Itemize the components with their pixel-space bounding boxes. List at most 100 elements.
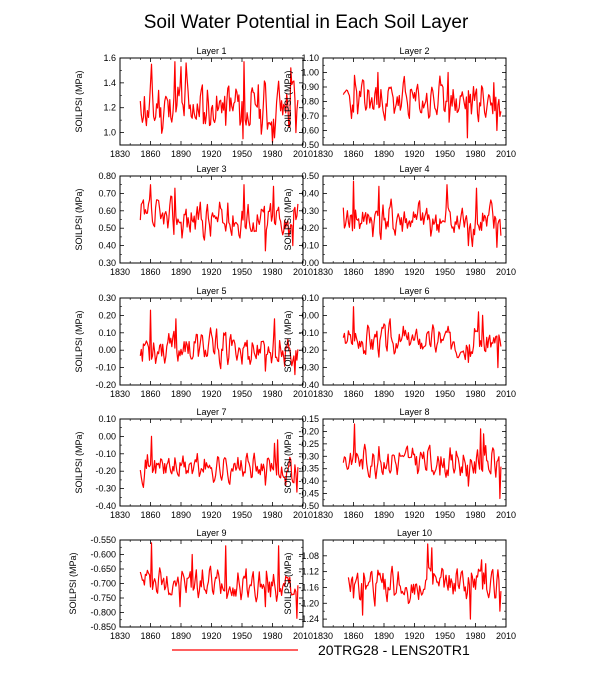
y-tick-label: 1.6: [103, 53, 116, 63]
panel-title: Layer 1: [196, 46, 226, 56]
y-tick-label: 1.4: [103, 78, 116, 88]
y-tick-label: -0.40: [95, 501, 116, 511]
y-tick-label: 0.70: [301, 111, 319, 121]
x-tick-label: 1980: [262, 267, 282, 277]
y-tick-label: -0.30: [95, 484, 116, 494]
y-tick-label: 1.0: [103, 128, 116, 138]
x-tick-label: 1860: [343, 389, 363, 399]
x-tick-label: 1890: [171, 631, 191, 641]
x-tick-label: 1950: [435, 389, 455, 399]
x-tick-label: 1980: [262, 631, 282, 641]
plot-frame: [322, 539, 507, 628]
x-tick-label: 1920: [404, 510, 424, 520]
y-tick-label: 0.30: [98, 258, 116, 268]
y-tick-label: 0.10: [98, 414, 116, 424]
y-tick-label: -0.20: [95, 466, 116, 476]
legend: 20TRG28 - LENS20TR1: [172, 642, 470, 658]
x-tick-label: 2010: [496, 510, 516, 520]
panel-layer-3: Layer 3 1830 1860 1890 1920 1950 1980 2010 0.30 0…: [74, 164, 313, 277]
y-tick-label: 0.00: [301, 310, 319, 320]
y-tick-label: 0.00: [301, 258, 319, 268]
y-tick-label: -1.24: [298, 614, 319, 624]
y-tick-label: -0.600: [90, 550, 116, 560]
y-tick-label: 0.50: [301, 140, 319, 150]
y-tick-label: 0.80: [301, 97, 319, 107]
y-axis-label: SOILPSI (MPa): [283, 70, 293, 132]
x-tick-label: 1920: [201, 631, 221, 641]
x-tick-label: 2010: [496, 389, 516, 399]
x-tick-label: 1890: [374, 631, 394, 641]
x-tick-label: 1890: [171, 389, 191, 399]
y-tick-label: -0.40: [298, 380, 319, 390]
y-tick-label: -1.20: [298, 598, 319, 608]
panel-layer-1: Layer 1 1830 1860 1890 1920 1950 1980 2010 1.0 1.…: [74, 46, 313, 159]
y-tick-label: -1.16: [298, 582, 319, 592]
panel-title: Layer 3: [196, 164, 226, 174]
x-tick-label: 1920: [404, 389, 424, 399]
panel-title: Layer 6: [399, 286, 429, 296]
panel-layer-9: Layer 9 1830 1860 1890 1920 1950 1980 2010 -0.85…: [68, 528, 313, 641]
x-tick-label: 1860: [140, 389, 160, 399]
x-tick-label: 1860: [140, 149, 160, 159]
y-tick-label: 1.10: [301, 53, 319, 63]
panel-title: Layer 8: [399, 407, 429, 417]
series-line-layer-6: [342, 306, 502, 369]
x-tick-label: 1980: [465, 510, 485, 520]
y-tick-label: 0.60: [301, 126, 319, 136]
x-tick-label: 1890: [171, 149, 191, 159]
x-tick-label: 1860: [140, 631, 160, 641]
y-tick-label: 0.50: [301, 171, 319, 181]
series-line-layer-5: [139, 309, 299, 376]
series-line-layer-1: [139, 61, 299, 144]
series-line-layer-3: [139, 184, 299, 252]
panel-title: Layer 2: [399, 46, 429, 56]
y-tick-label: 0.50: [98, 223, 116, 233]
x-tick-label: 1920: [404, 149, 424, 159]
y-axis-label: SOILPSI (MPa): [283, 310, 293, 372]
y-tick-label: 0.00: [98, 431, 116, 441]
y-tick-label: -0.800: [90, 608, 116, 618]
x-tick-label: 1890: [374, 267, 394, 277]
x-tick-label: 1980: [465, 389, 485, 399]
panel-layer-10: Layer 10 1830 1860 1890 1920 1950 1980 2010 -1.2…: [283, 528, 516, 641]
x-tick-label: 1980: [465, 631, 485, 641]
y-axis-label: SOILPSI (MPa): [283, 188, 293, 250]
y-tick-label: -0.40: [298, 476, 319, 486]
y-tick-label: -1.08: [298, 551, 319, 561]
x-tick-label: 1980: [262, 149, 282, 159]
x-tick-label: 1980: [262, 510, 282, 520]
y-tick-label: 0.30: [98, 293, 116, 303]
y-tick-label: -0.25: [298, 439, 319, 449]
panels: Layer 1 1830 1860 1890 1920 1950 1980 2010 1.0 1.…: [68, 46, 516, 641]
y-tick-label: 0.70: [98, 188, 116, 198]
x-tick-label: 2010: [293, 389, 313, 399]
series-line-layer-7: [139, 435, 299, 493]
x-tick-label: 1830: [110, 510, 130, 520]
x-tick-label: 2010: [293, 149, 313, 159]
x-tick-label: 1830: [110, 389, 130, 399]
y-tick-label: 0.30: [301, 206, 319, 216]
x-tick-label: 1920: [201, 267, 221, 277]
y-tick-label: -0.20: [95, 380, 116, 390]
figure-title: Soil Water Potential in Each Soil Layer: [144, 12, 469, 33]
y-axis-label: SOILPSI (MPa): [74, 70, 84, 132]
x-tick-label: 1920: [404, 631, 424, 641]
y-tick-label: 0.40: [98, 241, 116, 251]
y-tick-label: 0.90: [301, 82, 319, 92]
x-tick-label: 1830: [313, 389, 333, 399]
series-line-layer-4: [342, 180, 502, 248]
y-tick-label: -0.750: [90, 593, 116, 603]
x-tick-label: 1860: [343, 510, 363, 520]
panel-title: Layer 10: [397, 528, 432, 538]
x-tick-label: 1980: [465, 149, 485, 159]
y-tick-label: -0.650: [90, 564, 116, 574]
plot-frame: [322, 297, 507, 386]
x-tick-label: 1950: [232, 389, 252, 399]
y-tick-label: -0.15: [298, 414, 319, 424]
panel-title: Layer 4: [399, 164, 429, 174]
x-tick-label: 1890: [171, 510, 191, 520]
